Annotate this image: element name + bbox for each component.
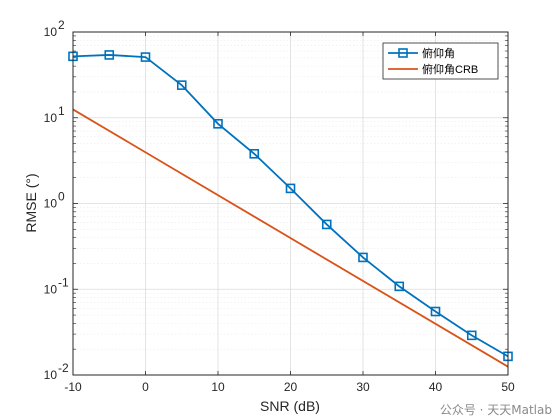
series-layer <box>68 50 513 368</box>
data-point-series-1 <box>430 306 441 317</box>
data-point-series-1 <box>176 80 187 90</box>
x-tick-label: 40 <box>429 380 443 394</box>
data-point-series-1 <box>358 252 368 263</box>
y-tick-label: 10 <box>44 111 58 125</box>
watermark: 公众号 · 天天Matlab <box>440 403 552 417</box>
series-line-1 <box>72 54 509 358</box>
y-tick-label: 10 <box>44 368 58 382</box>
x-axis-label: SNR (dB) <box>260 398 320 414</box>
legend: 俯仰角 俯仰角CRB <box>382 42 499 80</box>
data-point-series-1 <box>285 183 296 194</box>
y-tick-exponent: 0 <box>58 190 65 204</box>
data-point-series-1 <box>394 281 405 292</box>
y-tick-exponent: 1 <box>58 104 65 118</box>
x-tick-label: 50 <box>501 380 515 394</box>
data-point-series-1 <box>249 148 260 159</box>
y-tick-exponent: 2 <box>58 18 65 32</box>
y-tick-label: 10 <box>44 197 58 211</box>
data-point-series-1 <box>140 52 151 62</box>
series-line-2 <box>72 108 509 368</box>
data-point-series-1 <box>213 119 223 129</box>
y-tick-exponent: -1 <box>58 275 69 289</box>
x-axis-ticks: -10 0 10 20 30 40 50 <box>64 32 515 394</box>
data-point-series-1 <box>104 50 115 60</box>
x-tick-label: 30 <box>356 380 370 394</box>
data-point-series-1 <box>466 330 477 341</box>
data-point-series-1 <box>321 219 332 230</box>
y-tick-exponent: -2 <box>58 361 69 375</box>
x-tick-label: 10 <box>211 380 225 394</box>
y-tick-label: 10 <box>44 282 58 296</box>
x-tick-label: -10 <box>64 380 82 394</box>
legend-label-series-2: 俯仰角CRB <box>422 62 478 76</box>
x-tick-label: 20 <box>284 380 298 394</box>
x-tick-label: 0 <box>142 380 149 394</box>
legend-label-series-1: 俯仰角 <box>422 46 455 60</box>
y-axis-label: RMSE (°) <box>23 173 39 232</box>
legend-marker-series-1 <box>398 48 408 58</box>
y-tick-label: 10 <box>44 25 58 39</box>
